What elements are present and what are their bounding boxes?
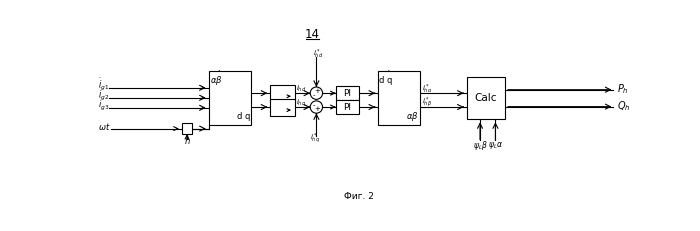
Text: $P_h$: $P_h$ <box>617 82 629 96</box>
Circle shape <box>310 87 323 99</box>
Text: d q: d q <box>379 76 393 85</box>
Text: $\alpha\beta$: $\alpha\beta$ <box>406 110 419 123</box>
Bar <box>336 100 359 114</box>
Text: Фиг. 2: Фиг. 2 <box>344 192 374 201</box>
Circle shape <box>310 101 323 113</box>
Text: Calc: Calc <box>475 93 497 103</box>
Text: $i_{hq}$: $i_{hq}$ <box>295 97 306 109</box>
Text: $\psi_L\alpha$: $\psi_L\alpha$ <box>488 140 503 151</box>
Text: $\dot{i}_{g1}$: $\dot{i}_{g1}$ <box>98 77 109 94</box>
Text: $i^*_{hd}$: $i^*_{hd}$ <box>313 47 323 61</box>
Text: $Q_h$: $Q_h$ <box>617 99 630 113</box>
Text: $\psi_L\beta$: $\psi_L\beta$ <box>473 139 487 152</box>
Text: PI: PI <box>343 103 351 112</box>
Text: $i_{hd}$: $i_{hd}$ <box>295 84 306 94</box>
Text: d q: d q <box>237 112 250 121</box>
Text: $i^*_{h\beta}$: $i^*_{h\beta}$ <box>422 96 432 110</box>
Text: $\alpha\beta$: $\alpha\beta$ <box>210 74 223 87</box>
Bar <box>378 71 421 125</box>
Text: h: h <box>184 137 190 146</box>
Bar <box>209 71 251 125</box>
Text: $\dot{i}_{g2}$: $\dot{i}_{g2}$ <box>98 88 109 103</box>
Text: PI: PI <box>343 89 351 98</box>
Text: +: + <box>314 88 320 94</box>
Bar <box>467 77 505 119</box>
Text: $\dot{i}_{g3}$: $\dot{i}_{g3}$ <box>98 97 109 113</box>
Bar <box>182 123 192 134</box>
Text: $\omega t$: $\omega t$ <box>98 121 111 132</box>
Text: -: - <box>313 102 315 108</box>
Bar <box>270 85 295 102</box>
Text: -: - <box>313 92 315 98</box>
Text: 14: 14 <box>305 28 320 41</box>
Text: $i^*_{hq}$: $i^*_{hq}$ <box>310 131 320 146</box>
Text: $i^*_{h\alpha}$: $i^*_{h\alpha}$ <box>422 83 432 96</box>
Bar <box>336 86 359 100</box>
Text: +: + <box>314 106 320 112</box>
Bar <box>270 99 295 116</box>
